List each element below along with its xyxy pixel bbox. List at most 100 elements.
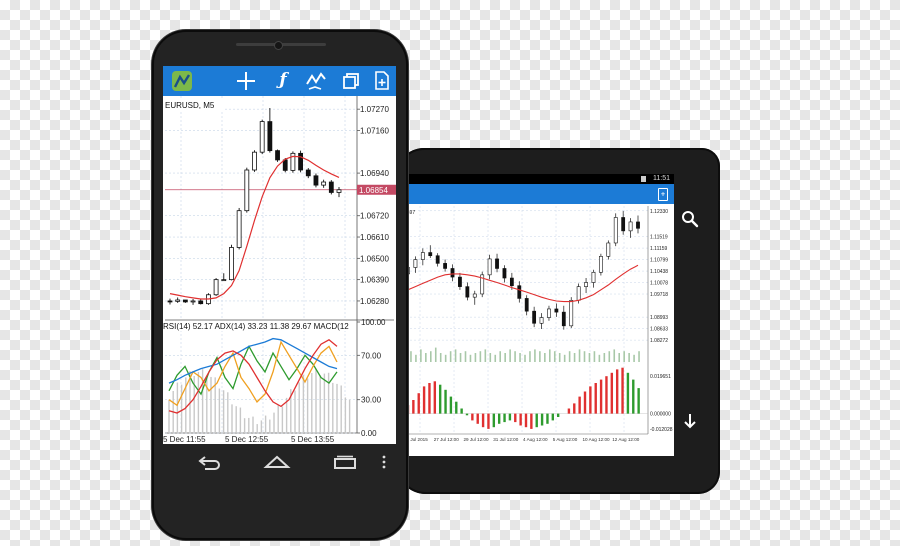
app-logo-icon[interactable] [172,71,192,91]
candle[interactable] [290,152,296,171]
symbol-label: EURUSD, M5 [165,101,215,110]
candle[interactable] [480,274,485,295]
candle[interactable] [267,121,273,152]
price-label: 1.11519 [650,235,668,241]
tablet-status-bar: 11:51 [400,174,674,184]
candle[interactable] [458,276,462,287]
candle[interactable] [336,189,342,193]
candle[interactable] [213,279,219,296]
time-label: 29 Jul 12:00 [464,437,489,442]
back-icon[interactable] [197,454,223,470]
indicator-line [168,339,338,414]
time-label: 27 Jul 12:00 [434,437,459,442]
candle[interactable] [591,271,596,283]
candle[interactable] [561,311,566,327]
moving-average-line [407,264,639,303]
candle[interactable] [509,277,514,286]
indicator-level-label: 100.00 [361,318,386,327]
phone-price-chart[interactable]: 1.07270 1.07160 1.06940 1.06854 1.06720 1.066… [163,66,396,444]
candle[interactable] [517,285,522,299]
indicators-icon[interactable] [305,71,327,91]
price-label: 1.08633 [650,327,668,333]
candle[interactable] [328,181,334,193]
time-label: 12 Aug 12:00 [612,437,640,442]
candle[interactable] [275,150,280,161]
candle[interactable] [236,210,242,248]
candle[interactable] [599,256,603,273]
recents-icon[interactable] [333,455,357,469]
battery-icon [641,176,646,182]
candle[interactable] [495,258,499,269]
tablet-price-chart[interactable]: 1.12330 1.11519 1.11159 1.10799 1.10438 1.100… [400,174,674,456]
candle[interactable] [487,258,492,276]
symbol-label-bg [163,99,223,110]
home-icon[interactable] [263,455,291,469]
candle[interactable] [435,255,440,264]
down-arrow-icon[interactable] [681,412,699,430]
candle[interactable] [584,282,588,287]
candle[interactable] [413,259,418,268]
candle[interactable] [547,308,551,318]
candle[interactable] [606,242,611,257]
candle[interactable] [532,310,537,324]
candle[interactable] [182,299,188,303]
candle[interactable] [313,175,319,186]
candle[interactable] [175,299,181,302]
candle[interactable] [259,121,265,153]
function-icon[interactable]: ƒ [279,70,287,90]
indicator-line [168,344,338,396]
indicator-level-label: 30.00 [361,396,382,405]
phone-toolbar: ƒ [163,66,396,96]
menu-dots-icon[interactable] [382,455,386,469]
candle[interactable] [190,300,196,303]
indicator-label: RSI(14) 52.17 ADX(14) 33.23 11.38 29.67 … [163,322,349,331]
indicator-line [168,337,338,384]
moving-average-line [169,155,340,300]
candle[interactable] [539,317,544,324]
indicator-level-label: 0.00 [361,429,377,438]
candle[interactable] [472,293,477,298]
candle[interactable] [420,252,425,260]
time-label: 5 Dec 11:55 [163,435,206,444]
windows-icon[interactable] [342,72,360,90]
candle[interactable] [576,286,581,301]
candle[interactable] [465,286,470,298]
candle[interactable] [305,169,311,177]
price-label: 1.06720 [360,212,389,221]
new-order-icon[interactable] [375,71,389,90]
indicator-label-bg [163,321,355,331]
candle[interactable] [321,181,327,186]
candle[interactable] [502,268,507,279]
crosshair-icon[interactable] [236,71,256,91]
search-icon[interactable] [681,210,699,228]
candle[interactable] [450,268,455,278]
chart-corner-label: 1597 [404,210,415,216]
candle[interactable] [613,217,618,244]
candle[interactable] [428,252,433,257]
macd-label: 0.019651 [650,374,671,380]
candle[interactable] [282,159,288,171]
time-label: 5 Dec 13:55 [291,435,335,444]
candle[interactable] [628,221,633,232]
candle[interactable] [221,279,227,282]
candle[interactable] [636,221,640,229]
macd-label: -0.012028 [650,427,673,433]
candle[interactable] [298,152,303,171]
time-label: 5 Aug 12:00 [553,437,578,442]
candle[interactable] [252,151,257,171]
price-label: 1.10799 [650,258,668,264]
candle[interactable] [229,247,234,281]
phone-camera [274,41,283,50]
candle[interactable] [524,298,529,312]
candle[interactable] [167,300,173,303]
price-label: 1.10078 [650,281,668,287]
candle[interactable] [554,308,559,313]
candle[interactable] [569,300,574,327]
candle[interactable] [198,300,204,305]
price-label: 1.10438 [650,269,668,275]
candle[interactable] [621,217,626,232]
new-order-icon[interactable]: + [658,188,668,201]
candle[interactable] [244,169,250,212]
time-label: 4 Aug 12:00 [523,437,548,442]
candle[interactable] [443,263,447,269]
